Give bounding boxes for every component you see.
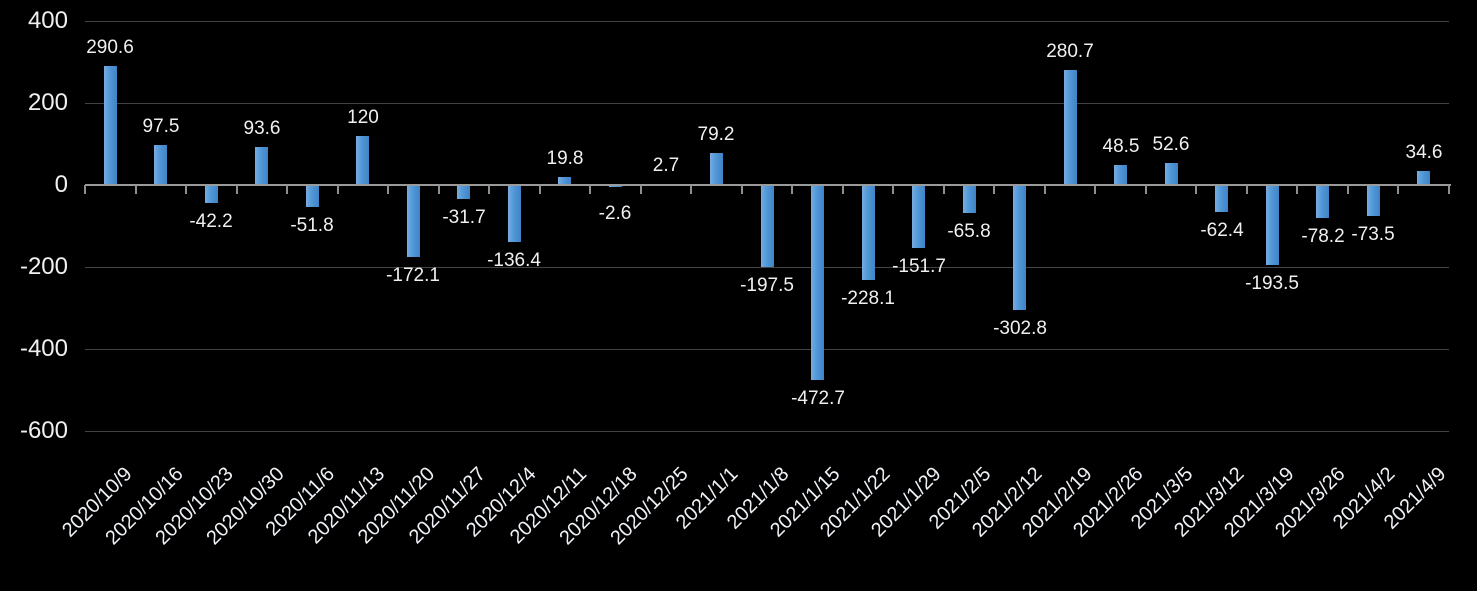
bar	[508, 186, 521, 242]
y-tick-label: 200	[27, 89, 68, 116]
bar-value-label: 52.6	[1152, 134, 1190, 155]
gridline	[85, 431, 1449, 432]
bar	[609, 186, 622, 187]
bar-value-label: 2.7	[652, 155, 680, 176]
bar	[1266, 186, 1279, 265]
axis-tick	[438, 185, 440, 194]
bar	[205, 186, 218, 203]
bar	[457, 186, 470, 199]
axis-tick	[640, 185, 642, 194]
bar-value-label: -197.5	[740, 275, 794, 296]
gridline	[85, 21, 1449, 22]
axis-tick	[286, 185, 288, 194]
axis-tick	[84, 185, 86, 194]
gridline	[85, 267, 1449, 268]
bar	[306, 186, 319, 207]
bar-value-label: -62.4	[1200, 220, 1244, 241]
bar	[255, 147, 268, 185]
axis-tick	[539, 185, 541, 194]
bar-value-label: 48.5	[1102, 136, 1140, 157]
axis-tick	[488, 185, 490, 194]
bar-value-label: 97.5	[142, 116, 180, 137]
bar-value-label: -2.6	[598, 203, 632, 224]
axis-tick	[943, 185, 945, 194]
bar	[761, 186, 774, 267]
axis-tick	[387, 185, 389, 194]
bar	[710, 153, 723, 185]
x-axis-line	[85, 184, 1451, 186]
bar	[154, 145, 167, 185]
axis-tick	[690, 185, 692, 194]
bar	[104, 66, 117, 185]
bar	[1367, 186, 1380, 216]
axis-tick	[1246, 185, 1248, 194]
bar	[1215, 186, 1228, 212]
bar-value-label: -136.4	[487, 250, 541, 271]
bar	[912, 186, 925, 248]
bar-value-label: 280.7	[1046, 41, 1094, 62]
y-tick-label: 400	[27, 7, 68, 34]
bar-value-label: -73.5	[1351, 224, 1395, 245]
bar-value-label: -302.8	[993, 318, 1047, 339]
bar-value-label: -51.8	[290, 215, 334, 236]
gridline	[85, 349, 1449, 350]
axis-tick	[185, 185, 187, 194]
bar-value-label: -151.7	[892, 256, 946, 277]
bar	[963, 186, 976, 213]
axis-tick	[993, 185, 995, 194]
y-tick-label: -600	[19, 417, 68, 444]
axis-tick	[791, 185, 793, 194]
axis-tick	[589, 185, 591, 194]
bar	[1316, 186, 1329, 218]
bar	[811, 186, 824, 380]
bar-value-label: 120	[347, 107, 379, 128]
axis-tick	[337, 185, 339, 194]
bar-value-label: -42.2	[189, 211, 233, 232]
bar	[558, 177, 571, 185]
bar	[407, 186, 420, 257]
axis-tick	[1296, 185, 1298, 194]
bar	[356, 136, 369, 185]
bar	[1064, 70, 1077, 185]
bar-value-label: -65.8	[947, 221, 991, 242]
y-tick-label: 0	[54, 171, 68, 198]
bar-value-label: -472.7	[791, 388, 845, 409]
bar-value-label: -228.1	[841, 288, 895, 309]
bar-value-label: -172.1	[386, 265, 440, 286]
axis-tick	[1195, 185, 1197, 194]
bar-value-label: 290.6	[86, 37, 134, 58]
axis-tick	[236, 185, 238, 194]
bar-value-label: -78.2	[1301, 226, 1345, 247]
bar	[1013, 186, 1026, 310]
axis-tick	[1094, 185, 1096, 194]
bar-value-label: 34.6	[1405, 142, 1443, 163]
axis-tick	[1448, 185, 1450, 194]
y-tick-label: -400	[19, 335, 68, 362]
bar-value-label: 93.6	[243, 118, 281, 139]
bar	[1165, 163, 1178, 185]
axis-tick	[1347, 185, 1349, 194]
axis-tick	[1044, 185, 1046, 194]
axis-tick	[1145, 185, 1147, 194]
bar	[862, 186, 875, 280]
bar	[1114, 165, 1127, 185]
axis-tick	[741, 185, 743, 194]
bar-value-label: 79.2	[697, 124, 735, 145]
axis-tick	[1397, 185, 1399, 194]
axis-tick	[135, 185, 137, 194]
bar	[1417, 171, 1430, 185]
axis-tick	[892, 185, 894, 194]
bar-value-label: -31.7	[442, 207, 486, 228]
axis-tick	[842, 185, 844, 194]
bar-value-label: -193.5	[1245, 273, 1299, 294]
gridline	[85, 103, 1449, 104]
bar-value-label: 19.8	[546, 148, 584, 169]
y-tick-label: -200	[19, 253, 68, 280]
